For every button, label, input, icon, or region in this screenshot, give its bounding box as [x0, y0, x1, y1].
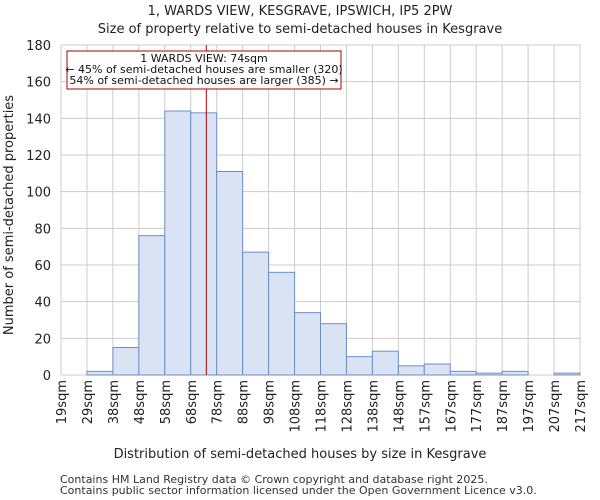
x-tick-label: 108sqm	[289, 380, 304, 433]
y-tick-label: 160	[26, 76, 51, 91]
bar-177sqm	[475, 372, 503, 376]
x-tick-label: 217sqm	[574, 380, 589, 433]
bar-118sqm	[320, 323, 347, 376]
x-tick-label: 157sqm	[418, 380, 433, 433]
bar-48sqm	[138, 235, 166, 376]
x-tick-label: 118sqm	[315, 380, 330, 433]
bar-138sqm	[371, 350, 399, 376]
x-tick-label: 207sqm	[548, 380, 563, 433]
x-tick-label: 128sqm	[340, 380, 355, 433]
x-tick-label: 78sqm	[211, 380, 226, 424]
bar-68sqm	[190, 112, 218, 376]
bar-128sqm	[345, 356, 373, 376]
bar-88sqm	[242, 251, 270, 376]
bar-38sqm	[112, 347, 140, 376]
chart-subtitle: Size of property relative to semi-detach…	[98, 22, 502, 37]
y-axis-ticks: 0 20 40 60 80 100 120 140 160 180	[26, 39, 51, 384]
bar-187sqm	[501, 370, 529, 376]
y-tick-label: 80	[34, 222, 51, 237]
chart-title: 1, WARDS VIEW, KESGRAVE, IPSWICH, IP5 2P…	[148, 4, 453, 19]
x-tick-label: 48sqm	[133, 380, 148, 424]
y-tick-label: 180	[26, 39, 51, 54]
x-axis-ticks: 19sqm 29sqm 38sqm 48sqm 58sqm 68sqm 78sqm 88sqm…	[55, 380, 589, 433]
y-tick-label: 0	[43, 369, 51, 384]
x-tick-label: 138sqm	[366, 380, 381, 433]
y-tick-label: 20	[34, 332, 51, 347]
x-tick-label: 88sqm	[237, 380, 252, 424]
x-tick-label: 167sqm	[444, 380, 459, 433]
x-tick-label: 19sqm	[55, 380, 70, 424]
bar-29sqm	[86, 370, 114, 376]
y-tick-label: 40	[34, 296, 51, 311]
x-tick-label: 68sqm	[185, 380, 200, 424]
bar-207sqm	[553, 372, 581, 376]
annotation-box	[66, 50, 342, 90]
y-axis-label: Number of semi-detached properties	[2, 95, 17, 335]
x-tick-label: 197sqm	[522, 380, 537, 433]
bar-108sqm	[294, 312, 321, 376]
bar-58sqm	[164, 110, 192, 376]
x-tick-label: 187sqm	[496, 380, 511, 433]
footer-line-2: Contains public sector information licen…	[60, 484, 537, 497]
y-tick-label: 120	[26, 149, 51, 164]
annotation-line-2: ← 45% of semi-detached houses are smalle…	[65, 63, 342, 76]
x-tick-label: 98sqm	[263, 380, 278, 424]
bar-148sqm	[397, 365, 425, 376]
y-tick-label: 60	[34, 259, 51, 274]
y-tick-label: 100	[26, 186, 51, 201]
bars	[86, 110, 581, 376]
bar-98sqm	[268, 271, 296, 376]
bar-78sqm	[216, 171, 244, 376]
annotation-line-1: 1 WARDS VIEW: 74sqm	[140, 52, 267, 65]
bar-167sqm	[449, 370, 477, 376]
x-tick-label: 148sqm	[392, 380, 407, 433]
y-tick-label: 140	[26, 112, 51, 127]
annotation-line-3: 54% of semi-detached houses are larger (…	[69, 74, 338, 87]
x-tick-label: 38sqm	[107, 380, 122, 424]
x-axis-label: Distribution of semi-detached houses by …	[114, 447, 487, 462]
x-tick-label: 29sqm	[81, 380, 96, 424]
x-tick-label: 58sqm	[159, 380, 174, 424]
footer-line-1: Contains HM Land Registry data © Crown c…	[60, 473, 488, 486]
x-tick-label: 177sqm	[470, 380, 485, 433]
bar-157sqm	[423, 363, 451, 376]
